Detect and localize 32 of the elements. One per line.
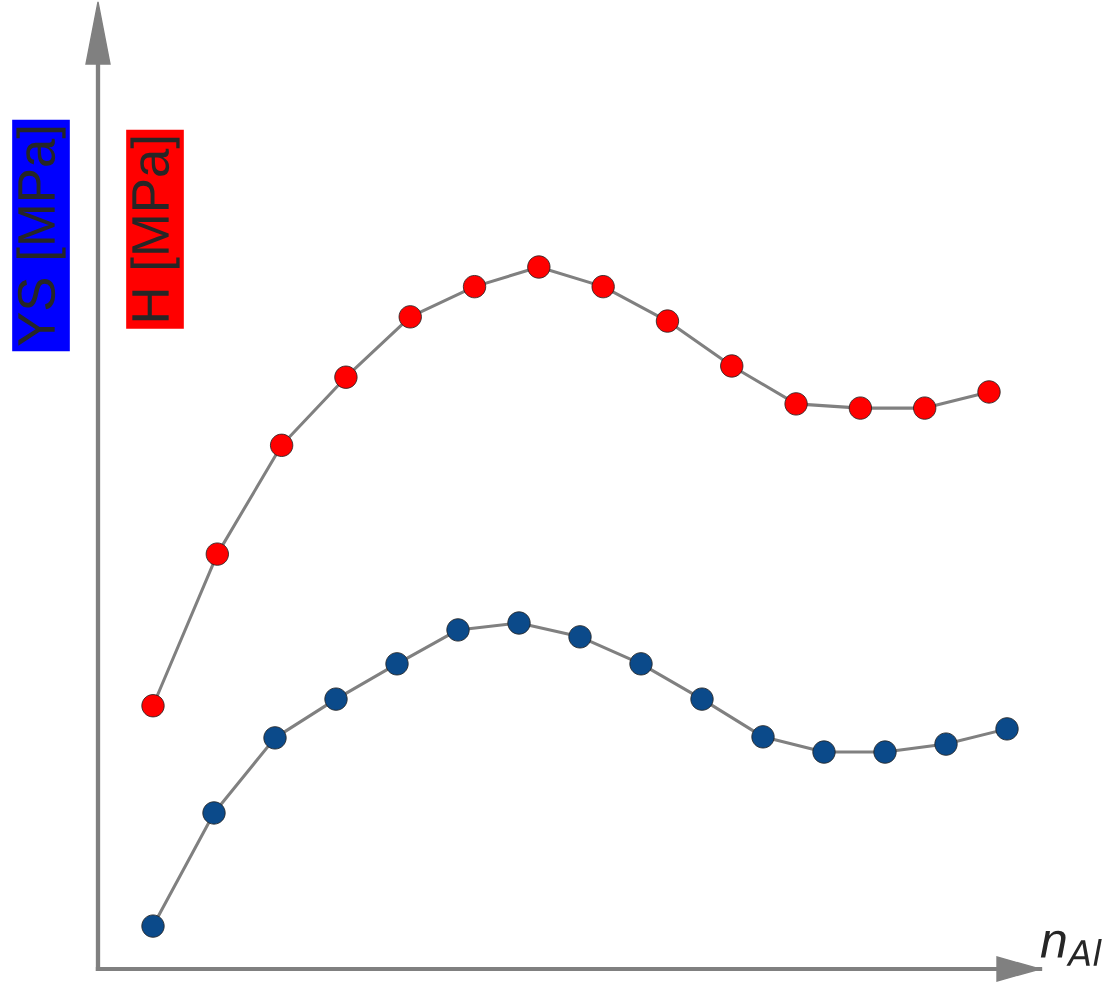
point: [812, 740, 836, 764]
point: [507, 611, 531, 635]
point: [751, 725, 775, 749]
point: [527, 255, 551, 279]
point: [462, 275, 487, 299]
point: [913, 396, 937, 420]
point: [270, 433, 294, 457]
point: [446, 618, 470, 642]
point: [690, 687, 714, 711]
point: [934, 732, 958, 756]
point: [720, 354, 744, 378]
point: [977, 380, 1001, 404]
point: [568, 625, 592, 649]
y-axis-title: YS [MPa]: [16, 127, 66, 346]
point: [141, 914, 165, 938]
point: [398, 305, 422, 329]
point: [848, 396, 872, 420]
point: [324, 687, 348, 711]
point: [655, 309, 680, 333]
point: [141, 694, 165, 718]
point: [995, 717, 1019, 741]
y-axis-title: H [MPa]: [130, 137, 180, 321]
point: [263, 726, 287, 750]
point: [629, 652, 653, 676]
x-axis-title: n$_{Al}$: [1040, 930, 1102, 966]
point: [202, 801, 226, 825]
point: [873, 740, 897, 764]
point: [591, 275, 615, 299]
point: [784, 392, 808, 416]
point: [385, 652, 409, 676]
point: [205, 542, 229, 566]
point: [334, 365, 358, 389]
